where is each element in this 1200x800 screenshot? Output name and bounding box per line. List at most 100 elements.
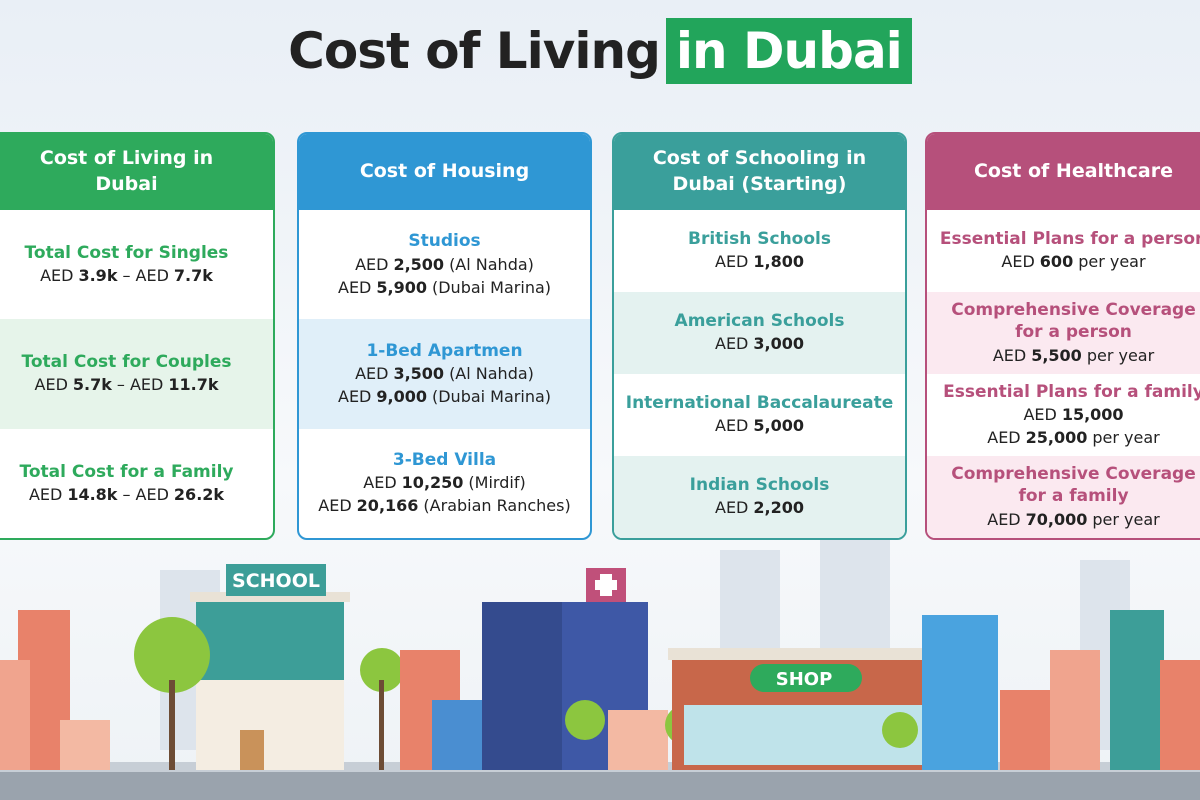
row-line: AED 5,900 (Dubai Marina): [338, 276, 551, 299]
amount: 26.2k: [173, 484, 225, 504]
card-header: Cost of Housing: [299, 134, 590, 210]
amount: 2,200: [753, 498, 804, 518]
card-row: Total Cost for Couples AED 5.7k – AED 11.7k: [0, 319, 273, 429]
row-line: AED 2,500 (Al Nahda): [355, 253, 534, 276]
card-row: 3-Bed Villa AED 10,250 (Mirdif) AED 20,166 (Ar…: [299, 429, 590, 538]
title-main: Cost of Living: [288, 22, 661, 80]
city-scene: SCHOOL SHOP: [0, 540, 1200, 800]
row-heading: Total Cost for Singles: [24, 243, 229, 264]
label: (Mirdif): [468, 473, 526, 493]
card-row: American Schools AED 3,000: [614, 292, 905, 374]
label: AED: [318, 496, 352, 516]
row-line: AED 3,500 (Al Nahda): [355, 362, 534, 385]
card-row: Essential Plans for a person AED 600 per ye…: [927, 210, 1200, 292]
card-header: Cost of Healthcare: [927, 134, 1200, 210]
row-line: AED 2,200: [715, 496, 804, 519]
amount: 9,000: [376, 387, 427, 407]
label: AED: [355, 363, 389, 383]
label: per year: [1092, 428, 1160, 448]
amount: 11.7k: [168, 375, 219, 395]
row-heading: British Schools: [688, 229, 831, 250]
amount: 1,800: [753, 252, 804, 272]
row-heading: Total Cost for a Family: [19, 461, 234, 482]
row-line: AED 15,000: [1023, 403, 1123, 426]
label: AED: [987, 509, 1021, 529]
label: AED: [715, 334, 749, 354]
row-line: AED 3,000: [715, 332, 804, 355]
row-heading: Comprehensive Coverage for a person: [951, 300, 1196, 343]
label: – AED: [122, 266, 169, 286]
card: Cost of Healthcare Essential Plans for a …: [925, 132, 1200, 540]
label: AED: [40, 266, 74, 286]
label: AED: [715, 252, 749, 272]
row-heading: Total Cost for Couples: [21, 352, 232, 373]
amount: 7.7k: [173, 266, 213, 286]
amount: 14.8k: [67, 484, 118, 504]
card: Cost of Housing Studios AED 2,500 (Al Nahda)…: [297, 132, 592, 540]
row-line: AED 70,000 per year: [987, 508, 1159, 531]
row-line: AED 20,166 (Arabian Ranches): [318, 494, 570, 517]
amount: 5,900: [376, 277, 427, 297]
row-line: AED 600 per year: [1001, 250, 1145, 273]
card-header: Cost of Schooling in Dubai (Starting): [614, 134, 905, 210]
row-line: AED 25,000 per year: [987, 426, 1159, 449]
row-heading: Essential Plans for a family: [943, 381, 1200, 402]
row-line: AED 10,250 (Mirdif): [363, 471, 525, 494]
row-heading: 3-Bed Villa: [392, 450, 497, 471]
label: (Arabian Ranches): [423, 496, 571, 516]
amount: 10,250: [401, 473, 464, 493]
label: AED: [34, 375, 68, 395]
card-row: Essential Plans for a family AED 15,000 AED…: [927, 374, 1200, 456]
label: AED: [28, 484, 63, 504]
row-line: AED 5,500 per year: [993, 344, 1154, 367]
row-line: AED 14.8k – AED 26.2k: [29, 483, 224, 506]
label: AED: [992, 345, 1027, 365]
row-line: AED 5,000: [715, 414, 804, 437]
amount: 5.7k: [72, 375, 112, 395]
label: (Al Nahda): [449, 363, 534, 383]
amount: 5,000: [753, 416, 804, 436]
label: AED: [987, 428, 1021, 448]
label: AED: [338, 277, 372, 297]
card-row: 1-Bed Apartmen AED 3,500 (Al Nahda) AED 9,000…: [299, 319, 590, 429]
row-heading: Studios: [408, 231, 481, 252]
amount: 15,000: [1061, 404, 1124, 424]
card-row: Comprehensive Coverage for a family AED 70…: [927, 456, 1200, 538]
row-heading: International Baccalaureate: [625, 393, 894, 414]
label: – AED: [116, 375, 164, 395]
label: per year: [1086, 345, 1155, 365]
row-heading: American Schools: [674, 311, 845, 332]
amount: 25,000: [1025, 428, 1088, 448]
row-line: AED 3.9k – AED 7.7k: [40, 264, 213, 287]
card-row: International Baccalaureate AED 5,000: [614, 374, 905, 456]
card-row: Studios AED 2,500 (Al Nahda) AED 5,900 (Dubai …: [299, 210, 590, 319]
label: AED: [1023, 404, 1057, 424]
shop-sign: SHOP: [776, 669, 833, 690]
amount: 3,500: [393, 363, 445, 383]
row-heading: Comprehensive Coverage for a family: [951, 464, 1196, 507]
label: AED: [1001, 252, 1035, 272]
card: Cost of Schooling in Dubai (Starting) Bri…: [612, 132, 907, 540]
amount: 3.9k: [78, 266, 118, 286]
row-line: AED 5.7k – AED 11.7k: [35, 373, 219, 396]
card: Cost of Living in Dubai Total Cost for Si…: [0, 132, 275, 540]
row-line: AED 9,000 (Dubai Marina): [338, 385, 551, 408]
label: AED: [715, 498, 749, 518]
label: (Al Nahda): [449, 254, 534, 274]
title-highlight: in Dubai: [665, 18, 912, 84]
label: AED: [355, 254, 389, 274]
row-heading: Indian Schools: [689, 475, 830, 496]
label: – AED: [122, 484, 169, 504]
card-row: Indian Schools AED 2,200: [614, 456, 905, 538]
card-row: Total Cost for Singles AED 3.9k – AED 7.7k: [0, 210, 273, 319]
label: AED: [338, 387, 372, 407]
school-sign: SCHOOL: [232, 570, 320, 592]
card-row: British Schools AED 1,800: [614, 210, 905, 292]
label: (Dubai Marina): [431, 277, 551, 297]
label: per year: [1078, 252, 1146, 272]
row-heading: Essential Plans for a person: [939, 229, 1200, 250]
row-heading: 1-Bed Apartmen: [366, 340, 523, 361]
label: AED: [363, 473, 397, 493]
amount: 3,000: [753, 334, 804, 354]
